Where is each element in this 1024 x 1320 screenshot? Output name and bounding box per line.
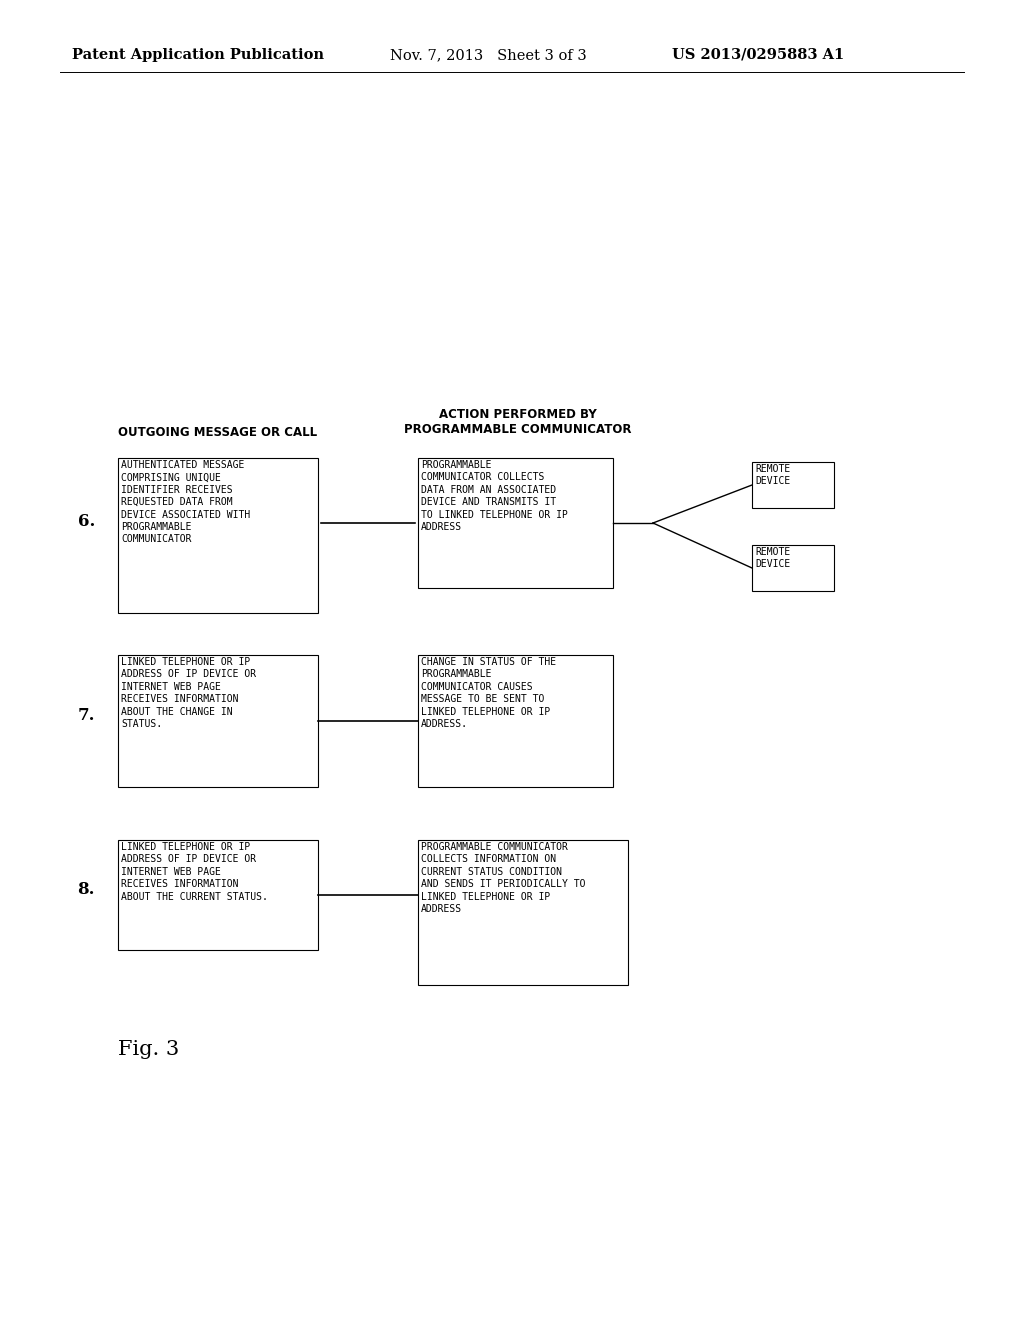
Bar [418,458,613,587]
Text: CHANGE IN STATUS OF THE
PROGRAMMABLE
COMMUNICATOR CAUSES
MESSAGE TO BE SENT TO
L: CHANGE IN STATUS OF THE PROGRAMMABLE COM… [421,657,556,729]
Bar [418,840,628,985]
Text: OUTGOING MESSAGE OR CALL: OUTGOING MESSAGE OR CALL [119,425,317,438]
Text: Patent Application Publication: Patent Application Publication [72,48,324,62]
Bar [418,655,613,787]
Text: ACTION PERFORMED BY
PROGRAMMABLE COMMUNICATOR: ACTION PERFORMED BY PROGRAMMABLE COMMUNI… [404,408,632,436]
Bar [118,458,318,612]
Text: 8.: 8. [78,882,95,899]
Bar [752,462,834,508]
Bar [118,655,318,787]
Text: AUTHENTICATED MESSAGE
COMPRISING UNIQUE
IDENTIFIER RECEIVES
REQUESTED DATA FROM
: AUTHENTICATED MESSAGE COMPRISING UNIQUE … [121,459,250,544]
Text: Nov. 7, 2013   Sheet 3 of 3: Nov. 7, 2013 Sheet 3 of 3 [390,48,587,62]
Text: PROGRAMMABLE
COMMUNICATOR COLLECTS
DATA FROM AN ASSOCIATED
DEVICE AND TRANSMITS : PROGRAMMABLE COMMUNICATOR COLLECTS DATA … [421,459,568,532]
Text: Fig. 3: Fig. 3 [118,1040,179,1059]
Text: US 2013/0295883 A1: US 2013/0295883 A1 [672,48,844,62]
Text: REMOTE
DEVICE: REMOTE DEVICE [755,465,791,486]
Text: PROGRAMMABLE COMMUNICATOR
COLLECTS INFORMATION ON
CURRENT STATUS CONDITION
AND S: PROGRAMMABLE COMMUNICATOR COLLECTS INFOR… [421,842,586,913]
Text: LINKED TELEPHONE OR IP
ADDRESS OF IP DEVICE OR
INTERNET WEB PAGE
RECEIVES INFORM: LINKED TELEPHONE OR IP ADDRESS OF IP DEV… [121,657,256,729]
Bar [118,840,318,950]
Text: REMOTE
DEVICE: REMOTE DEVICE [755,546,791,569]
Text: LINKED TELEPHONE OR IP
ADDRESS OF IP DEVICE OR
INTERNET WEB PAGE
RECEIVES INFORM: LINKED TELEPHONE OR IP ADDRESS OF IP DEV… [121,842,268,902]
Bar [752,545,834,591]
Text: 6.: 6. [78,513,95,531]
Text: 7.: 7. [78,706,95,723]
